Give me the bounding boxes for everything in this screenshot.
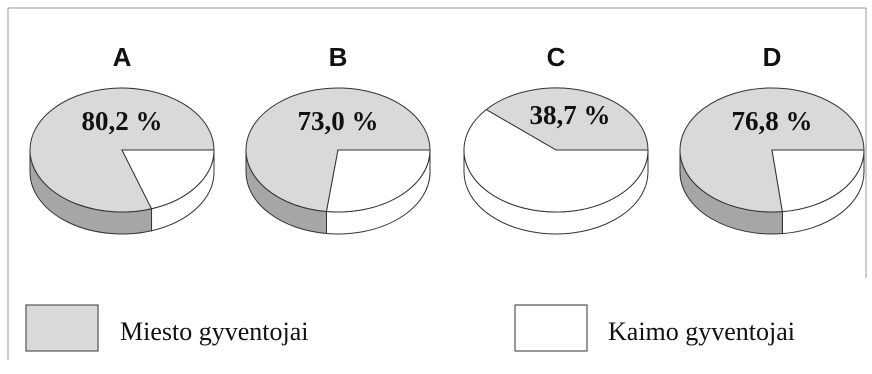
legend-swatch-urban <box>25 304 99 352</box>
pie-slice-rural <box>325 149 431 213</box>
pie-title: B <box>329 42 348 72</box>
pie-slice-urban <box>485 87 649 151</box>
pie-title: A <box>113 42 132 72</box>
pie-value-label: 76,8 % <box>732 106 813 136</box>
pie-slice-rural <box>463 108 649 213</box>
legend-swatch-rural <box>514 304 588 352</box>
legend-label-rural: Kaimo gyventojai <box>608 317 795 346</box>
pie-slice-rural <box>121 149 215 210</box>
pie-value-label: 80,2 % <box>82 106 163 136</box>
pie-value-label: 38,7 % <box>530 100 611 130</box>
pie-b: B 73,0 % <box>245 42 431 235</box>
pie-a: A 80,2 % <box>29 42 215 235</box>
legend: Miesto gyventojai Kaimo gyventojai <box>25 304 795 352</box>
pie-title: D <box>763 42 782 72</box>
pies-group: A 80,2 % B 73,0 % C 38,7 % D 76,8 % <box>29 42 865 235</box>
pie-slice-rural <box>771 149 865 213</box>
pie-title: C <box>547 42 566 72</box>
pie-slice-urban <box>29 87 215 213</box>
pie-value-label: 73,0 % <box>298 106 379 136</box>
pie-d: D 76,8 % <box>679 42 865 235</box>
pie-c: C 38,7 % <box>463 42 649 235</box>
legend-label-urban: Miesto gyventojai <box>120 317 308 346</box>
